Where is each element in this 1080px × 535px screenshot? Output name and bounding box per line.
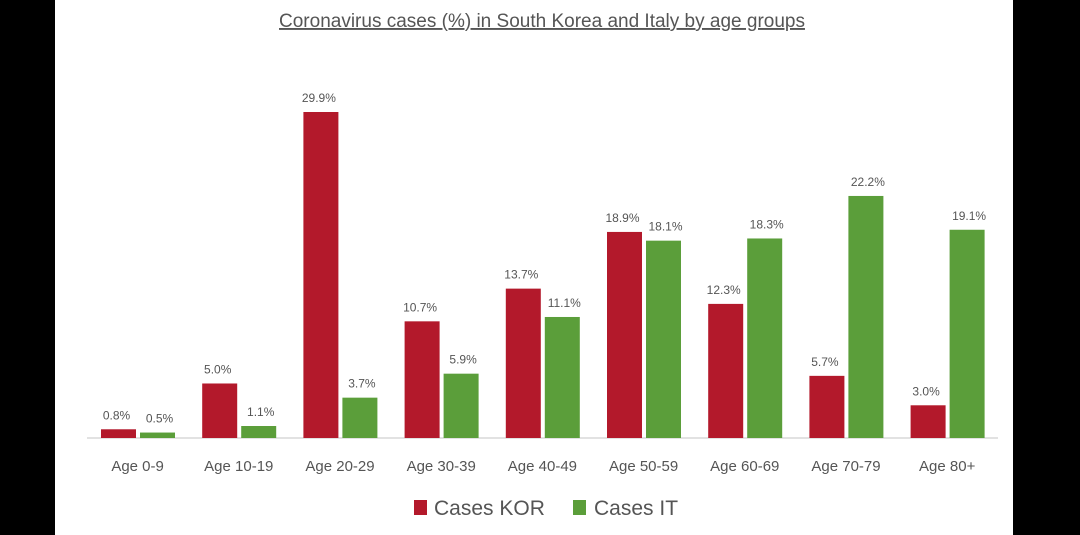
data-label-kor-7: 5.7% xyxy=(811,355,839,369)
bar-kor-0 xyxy=(101,429,136,438)
data-label-it-1: 1.1% xyxy=(247,405,275,419)
bar-it-5 xyxy=(646,240,681,438)
bar-kor-1 xyxy=(202,383,238,438)
data-label-kor-5: 18.9% xyxy=(605,211,639,225)
bars-layer xyxy=(101,112,985,438)
bar-it-0 xyxy=(140,432,175,438)
x-tick-label-6: Age 60-69 xyxy=(710,458,779,475)
data-label-it-3: 5.9% xyxy=(449,353,477,367)
bar-kor-6 xyxy=(708,303,744,438)
x-tick-label-8: Age 80+ xyxy=(919,458,976,475)
bar-it-8 xyxy=(949,229,985,438)
data-label-kor-0: 0.8% xyxy=(103,408,131,422)
data-label-it-7: 22.2% xyxy=(851,175,885,189)
data-label-kor-4: 13.7% xyxy=(504,268,538,282)
x-tick-label-0: Age 0-9 xyxy=(111,458,164,475)
legend-swatch-it xyxy=(573,500,586,515)
x-tick-label-5: Age 50-59 xyxy=(609,458,678,475)
data-label-kor-6: 12.3% xyxy=(707,283,741,297)
data-label-kor-3: 10.7% xyxy=(403,300,437,314)
bar-it-7 xyxy=(848,195,884,438)
data-label-kor-8: 3.0% xyxy=(912,384,940,398)
data-labels-layer: 0.8% 0.5% 5.0% 1.1% 29.9% 3.7% 10.7% 5.9% 13.7% 1… xyxy=(103,91,987,426)
legend: Cases KOR Cases IT xyxy=(414,497,678,520)
x-tick-label-2: Age 20-29 xyxy=(305,458,374,475)
data-label-it-0: 0.5% xyxy=(146,412,174,426)
legend-label-kor: Cases KOR xyxy=(434,497,545,520)
data-label-it-5: 18.1% xyxy=(648,220,682,234)
chart-title: Coronavirus cases (%) in South Korea and… xyxy=(279,11,805,32)
bar-kor-8 xyxy=(910,405,946,438)
bar-it-4 xyxy=(544,316,580,438)
bar-kor-3 xyxy=(404,321,440,438)
data-label-kor-1: 5.0% xyxy=(204,362,232,376)
bar-kor-4 xyxy=(505,288,541,438)
data-label-it-4: 11.1% xyxy=(548,296,581,310)
bar-it-2 xyxy=(342,397,378,438)
x-tick-label-4: Age 40-49 xyxy=(508,458,577,475)
bar-it-6 xyxy=(747,238,783,438)
x-tick-labels: Age 0-9 Age 10-19 Age 20-29 Age 30-39 Age 40… xyxy=(111,458,975,475)
data-label-kor-2: 29.9% xyxy=(302,91,336,105)
legend-label-it: Cases IT xyxy=(594,497,678,520)
bar-kor-2 xyxy=(303,112,339,438)
x-tick-label-7: Age 70-79 xyxy=(811,458,880,475)
x-tick-label-1: Age 10-19 xyxy=(204,458,273,475)
bar-it-1 xyxy=(241,426,277,438)
bar-it-3 xyxy=(443,373,479,438)
data-label-it-2: 3.7% xyxy=(348,377,376,391)
bar-kor-5 xyxy=(607,231,642,438)
x-tick-label-3: Age 30-39 xyxy=(407,458,476,475)
data-label-it-8: 19.1% xyxy=(952,209,986,223)
legend-swatch-kor xyxy=(414,500,427,515)
bar-kor-7 xyxy=(809,375,845,438)
data-label-it-6: 18.3% xyxy=(750,217,784,231)
